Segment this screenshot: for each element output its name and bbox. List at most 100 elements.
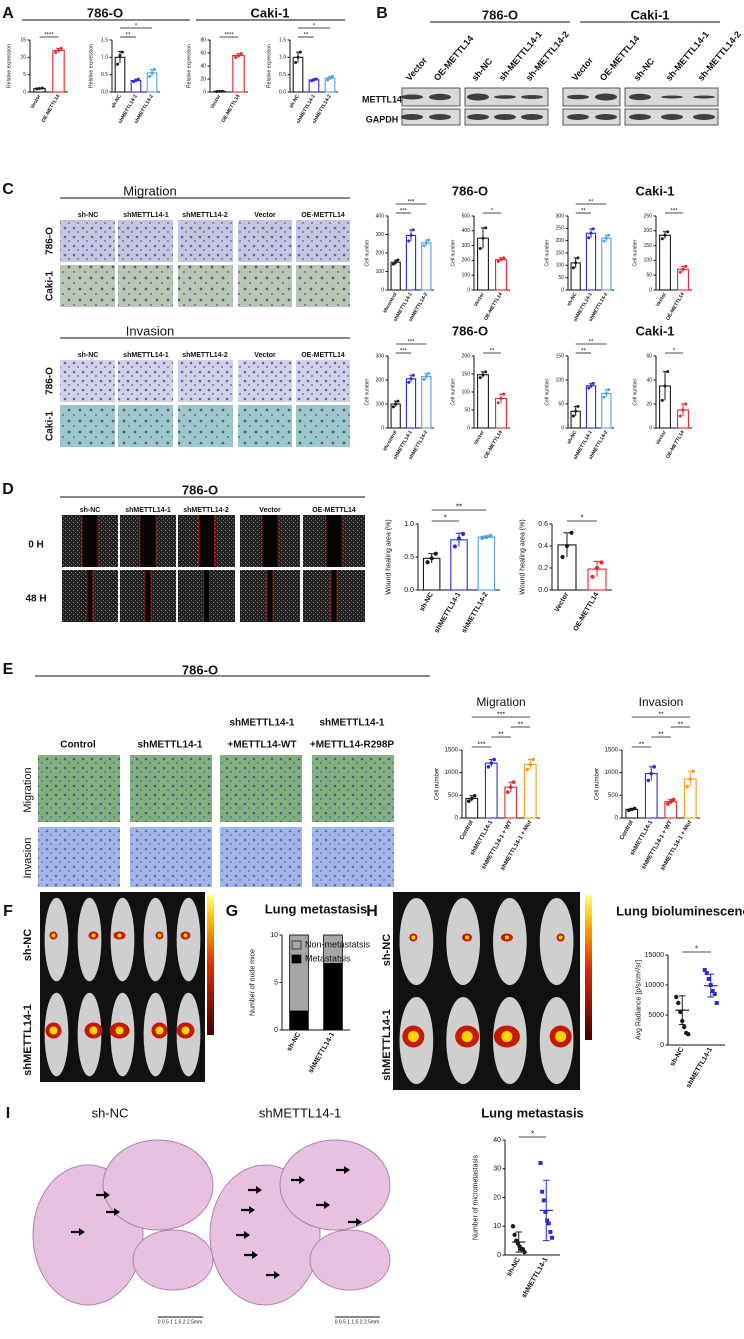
- data-point: [409, 233, 413, 237]
- significance-label: *: [491, 209, 494, 215]
- label: 786-O: [45, 367, 56, 395]
- y-axis-label: Cell number: [594, 768, 600, 800]
- data-point: [604, 236, 608, 240]
- wound-gap: [82, 515, 98, 567]
- significance-label: ***: [670, 209, 678, 215]
- y-tick-label: 200: [462, 258, 471, 264]
- significance-label: *: [444, 514, 447, 523]
- label: Invasion: [22, 838, 34, 879]
- mouse: [539, 897, 574, 986]
- data-point: [541, 1198, 546, 1203]
- data-point: [120, 50, 124, 54]
- label: shMETTL14-1: [123, 212, 169, 219]
- data-point: [314, 77, 318, 81]
- label: 786-O: [482, 7, 518, 22]
- data-point: [708, 983, 713, 987]
- y-tick-label: 0.5: [404, 554, 414, 561]
- label: Invasion: [126, 323, 174, 338]
- x-tick-label: OE-METTL14: [665, 429, 686, 459]
- bar: [585, 385, 597, 429]
- data-point: [422, 377, 426, 381]
- label: 786-O: [452, 323, 488, 338]
- micrograph: [118, 360, 173, 402]
- blot-band: [521, 95, 543, 99]
- signal: [51, 933, 56, 938]
- blot-band: [521, 114, 543, 120]
- data-point: [391, 405, 395, 409]
- y-tick-label: 0.5: [279, 72, 286, 78]
- y-tick-label: 60: [646, 353, 652, 359]
- data-point: [425, 560, 430, 565]
- significance-label: **: [498, 732, 504, 739]
- y-tick-label: 300: [376, 353, 385, 359]
- data-point: [652, 764, 656, 769]
- y-tick-label: 100: [462, 273, 471, 279]
- label: shMETTL14-2: [182, 212, 228, 219]
- y-tick-label: 500: [462, 213, 471, 219]
- data-point: [604, 391, 608, 395]
- x-tick-label: OE-METTL14: [483, 291, 504, 321]
- signal: [117, 933, 122, 938]
- significance-label: **: [126, 33, 131, 39]
- data-point: [594, 565, 600, 571]
- arrow-head: [299, 1176, 305, 1184]
- y-tick-label: 0.5: [101, 72, 108, 78]
- data-point: [496, 259, 500, 263]
- data-point: [294, 61, 298, 65]
- significance-label: *: [673, 349, 676, 355]
- signal: [155, 1026, 164, 1035]
- data-point: [678, 414, 682, 418]
- y-axis-label: Cell number: [450, 239, 456, 266]
- label: F: [3, 903, 13, 920]
- y-tick-label: 150: [644, 243, 653, 249]
- x-tick-label: OE-METTL14: [483, 429, 504, 459]
- mouse: [110, 897, 135, 982]
- mouse: [77, 897, 102, 982]
- arrow-head: [252, 1251, 258, 1259]
- data-point: [312, 78, 316, 82]
- wound-gap: [87, 570, 93, 622]
- data-point: [488, 533, 493, 538]
- arrow-head: [256, 1186, 262, 1194]
- data-point: [704, 971, 709, 975]
- blot-band: [401, 114, 423, 120]
- data-point: [132, 80, 136, 84]
- data-point: [508, 785, 513, 789]
- y-tick-label: 80: [200, 37, 206, 43]
- significance-label: ***: [407, 340, 415, 346]
- legend-label: Non-metastatsis: [305, 939, 371, 949]
- micrograph: [296, 405, 350, 447]
- wound-gap: [198, 515, 215, 567]
- bar-segment: [289, 1010, 309, 1031]
- y-tick-label: 0: [649, 425, 652, 431]
- y-tick-label: 0.6: [538, 521, 548, 528]
- chart-title: Lung metastasis: [481, 1105, 584, 1120]
- bar: [477, 374, 489, 429]
- y-axis-label: Cell number: [364, 239, 370, 266]
- micrograph: [238, 265, 292, 307]
- bar-segment: [323, 963, 343, 1031]
- data-point: [678, 1009, 683, 1015]
- data-point: [511, 780, 516, 784]
- data-point: [686, 1032, 691, 1037]
- y-axis-label: Cell number: [632, 378, 638, 405]
- data-point: [456, 536, 462, 541]
- data-point: [478, 247, 482, 251]
- data-point: [591, 381, 595, 385]
- significance-label: **: [639, 742, 645, 749]
- colorbar: [585, 895, 592, 1040]
- label: OE-METTL14: [432, 33, 476, 82]
- y-tick-label: 0: [660, 1042, 664, 1049]
- y-tick-label: 50: [558, 275, 564, 281]
- lung-section: [132, 1229, 214, 1291]
- y-tick-label: 0: [497, 1252, 501, 1259]
- y-tick-label: 0: [381, 425, 384, 431]
- x-tick-label: OE-METTL14: [221, 93, 242, 123]
- x-tick-label: shMETTL14-2: [461, 591, 490, 634]
- y-tick-label: 1000: [445, 770, 459, 776]
- y-axis-label: Relative expression: [6, 44, 12, 88]
- data-point: [484, 535, 489, 540]
- bar: [52, 49, 65, 93]
- bar: [405, 378, 417, 429]
- colorbar: [207, 895, 214, 1035]
